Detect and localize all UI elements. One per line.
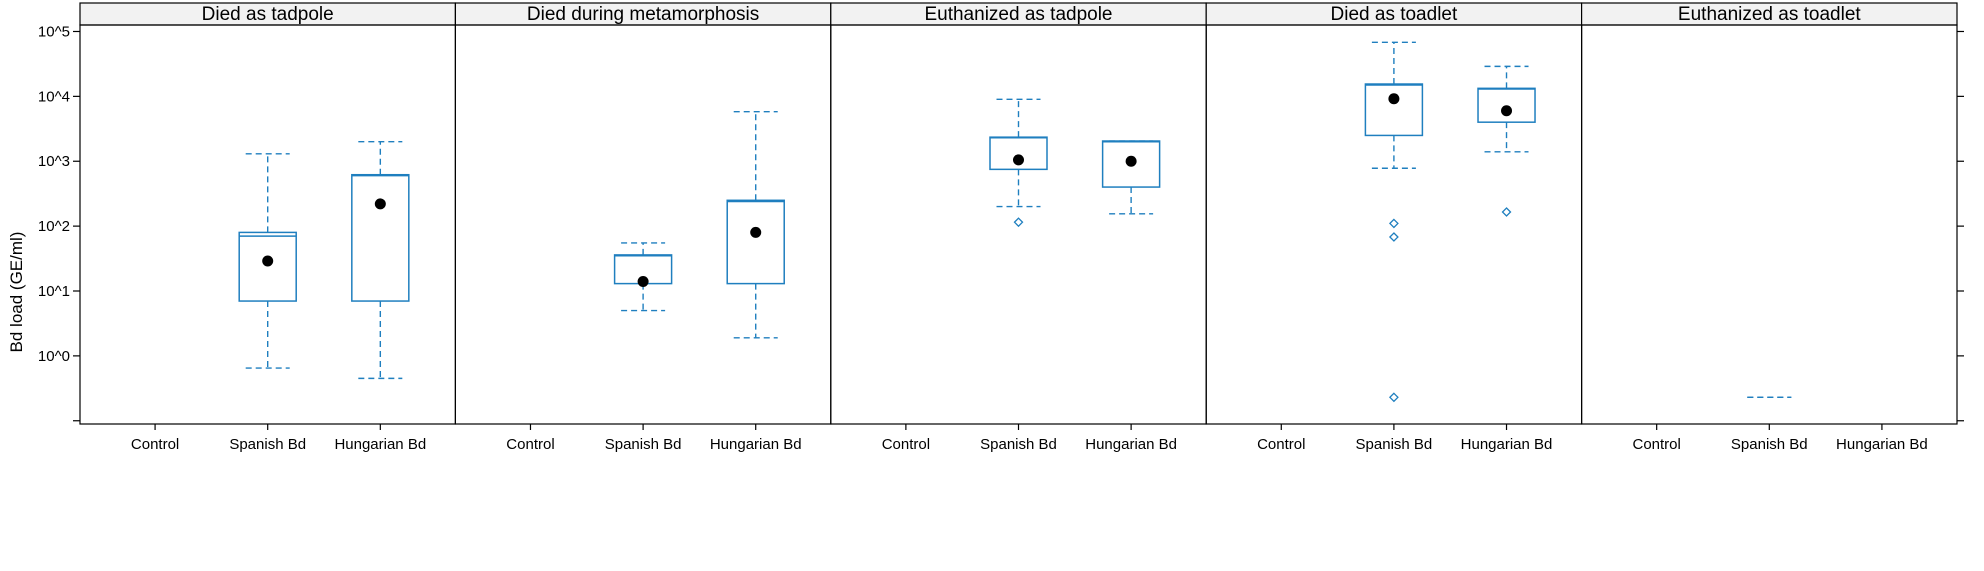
y-tick-label: 10^3 <box>38 153 70 170</box>
y-axis-label: Bd load (GE/ml) <box>7 232 26 353</box>
panel-title: Euthanized as toadlet <box>1678 4 1861 25</box>
panel-title: Euthanized as tadpole <box>924 4 1112 25</box>
panel: Died during metamorphosis Control Spanish … <box>454 2 832 453</box>
x-tick-label: Control <box>882 436 930 453</box>
outlier-point <box>1501 207 1512 217</box>
x-tick-label: Spanish Bd <box>605 436 682 453</box>
panel: Euthanized as tadpole Control Spanish Bd Hu… <box>830 2 1207 453</box>
x-tick-label: Control <box>1257 436 1305 453</box>
box-plot <box>1364 41 1424 403</box>
mean-point <box>750 226 762 238</box>
mean-point <box>1125 155 1137 167</box>
mean-point <box>637 276 649 288</box>
x-tick-label: Spanish Bd <box>1356 436 1433 453</box>
y-tick-label: 10^5 <box>38 23 70 40</box>
outlier-point <box>1388 392 1399 403</box>
panel-frame <box>454 24 832 425</box>
panel-title: Died during metamorphosis <box>527 4 759 25</box>
mean-point <box>262 255 274 267</box>
y-tick-label: 10^1 <box>38 283 70 300</box>
x-tick-label: Hungarian Bd <box>334 436 426 453</box>
box <box>726 199 785 285</box>
outlier-point <box>1013 217 1024 228</box>
mean-point <box>1388 93 1400 105</box>
panel-title: Died as tadpole <box>202 4 334 25</box>
x-tick-label: Hungarian Bd <box>1085 436 1177 453</box>
x-tick-label: Control <box>131 436 179 453</box>
box <box>1477 87 1536 123</box>
x-tick-label: Control <box>506 436 554 453</box>
y-tick-label: 10^4 <box>38 88 70 105</box>
box-plot <box>238 153 297 369</box>
panel-title: Died as toadlet <box>1331 4 1458 25</box>
x-tick-label: Spanish Bd <box>229 436 306 453</box>
mean-point <box>374 198 386 210</box>
x-tick-label: Spanish Bd <box>1731 436 1808 453</box>
box <box>238 231 297 302</box>
x-tick-label: Hungarian Bd <box>1836 436 1928 453</box>
panel-frame <box>830 24 1207 425</box>
panel: Euthanized as toadlet Control Spanish Bd Hu… <box>1580 2 1958 453</box>
outlier-point <box>1388 232 1399 242</box>
box <box>351 173 410 302</box>
x-tick-label: Hungarian Bd <box>710 436 802 453</box>
box <box>1364 83 1424 137</box>
box-plot <box>726 111 785 339</box>
mean-point <box>1501 105 1513 117</box>
box-plot <box>351 141 410 380</box>
box-plot <box>1477 65 1536 217</box>
box-plot <box>989 98 1048 228</box>
box-plot <box>613 242 673 312</box>
y-axis: 10^0 10^1 10^2 10^3 10^4 10^5 <box>38 23 1964 422</box>
panel: Died as tadpole Control Spanish Bd Hungaria… <box>79 2 456 453</box>
panel: Died as toadlet Control Spanish Bd Hungaria… <box>1205 2 1583 453</box>
box-plot <box>1101 140 1161 215</box>
panel-frame <box>1580 24 1958 425</box>
x-tick-label: Hungarian Bd <box>1461 436 1553 453</box>
panels-layer: Died as tadpole Control Spanish Bd Hungaria… <box>79 2 1958 453</box>
mean-point <box>1013 154 1024 166</box>
x-tick-label: Spanish Bd <box>980 436 1057 453</box>
y-tick-label: 10^2 <box>38 218 70 235</box>
y-tick-label: 10^0 <box>38 348 70 365</box>
outlier-point <box>1388 218 1399 229</box>
x-tick-label: Control <box>1633 436 1681 453</box>
